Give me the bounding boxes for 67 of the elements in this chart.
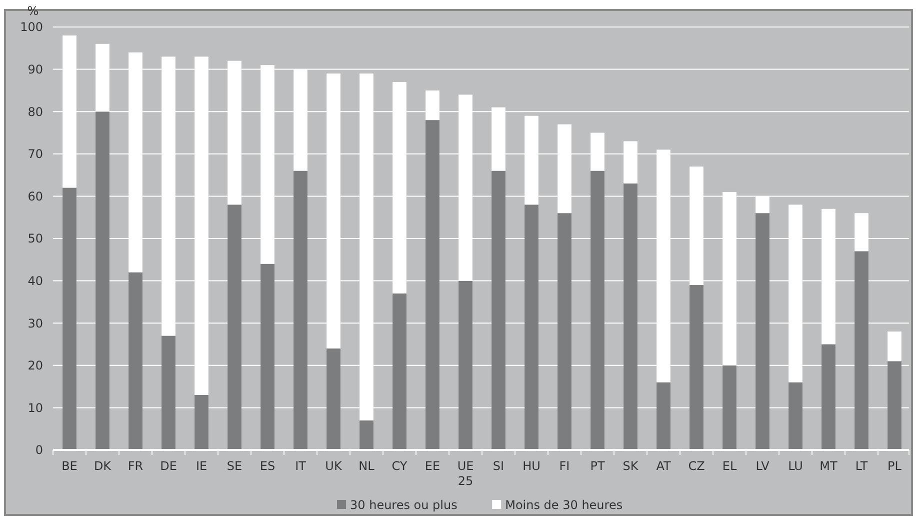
y-tick-label: 0	[35, 443, 43, 458]
bar	[524, 204, 538, 450]
bar	[822, 344, 836, 450]
x-tick-label: FI	[559, 459, 570, 473]
y-tick-label: 100	[20, 20, 43, 34]
bar	[228, 204, 242, 450]
y-tick-label: 90	[28, 62, 43, 76]
bar	[590, 170, 604, 450]
bar	[854, 251, 868, 450]
bar	[194, 395, 208, 450]
bar	[62, 188, 76, 450]
x-tick-label: LT	[855, 459, 868, 473]
x-tick-label: NL	[358, 459, 375, 473]
x-tick-label: CY	[392, 459, 408, 473]
x-tick-label: IT	[295, 459, 307, 473]
x-tick-label: DK	[94, 459, 112, 473]
bar	[392, 293, 406, 450]
x-tick-label: LU	[788, 459, 803, 473]
x-tick-label: AT	[656, 459, 672, 473]
bar	[756, 213, 770, 450]
y-tick-label: 10	[28, 400, 43, 415]
x-tick-label: FR	[128, 459, 144, 473]
bar	[162, 336, 176, 450]
bar	[96, 112, 110, 450]
x-tick-label: ES	[260, 459, 276, 473]
x-tick-label: SK	[622, 459, 640, 473]
bar	[128, 272, 142, 450]
bar	[656, 382, 670, 450]
y-tick-label: 30	[28, 316, 43, 330]
bar	[558, 213, 572, 450]
bar	[458, 280, 472, 450]
x-tick-label: DE	[160, 459, 177, 473]
x-tick-label: MT	[820, 459, 838, 473]
bar	[722, 365, 736, 450]
x-tick-label: PT	[590, 459, 606, 473]
x-tick-label: EE	[424, 459, 440, 473]
bar	[788, 382, 802, 450]
bar	[294, 170, 308, 450]
legend-label: 30 heures ou plus	[350, 498, 458, 512]
x-tick-label: SE	[226, 459, 242, 473]
x-tick-label: SI	[492, 459, 504, 473]
y-axis-title: %	[27, 4, 39, 18]
y-tick-label: 70	[28, 147, 43, 162]
x-tick-label: BE	[62, 459, 78, 473]
x-tick-label: HU	[522, 459, 540, 473]
bar	[426, 120, 440, 450]
x-tick-label: UK	[325, 459, 343, 473]
bar	[888, 361, 902, 450]
x-tick-label: EL	[722, 459, 737, 473]
y-tick-label: 40	[28, 274, 43, 288]
bar	[624, 184, 638, 450]
x-tick-label: LV	[756, 459, 770, 473]
y-tick-label: 60	[28, 189, 43, 204]
bar	[690, 285, 704, 450]
x-tick-label: PL	[888, 459, 902, 473]
bar	[492, 170, 506, 450]
bar	[326, 348, 340, 450]
bar	[888, 332, 902, 362]
x-tick-label: UE 25	[457, 459, 474, 488]
x-tick-label: CZ	[688, 459, 705, 473]
bar	[260, 264, 274, 450]
y-tick-label: 20	[28, 358, 43, 373]
x-tick-label: IE	[196, 459, 208, 473]
bar	[360, 420, 374, 450]
legend-label: Moins de 30 heures	[505, 498, 623, 512]
y-tick-label: 80	[28, 104, 43, 119]
y-tick-label: 50	[28, 232, 43, 246]
